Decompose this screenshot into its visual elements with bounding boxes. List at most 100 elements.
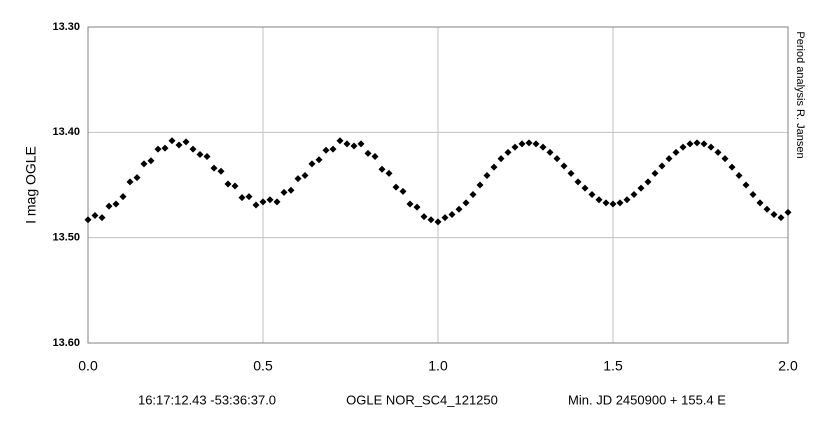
data-point: [203, 153, 211, 161]
data-point: [301, 172, 309, 180]
data-point: [357, 140, 365, 148]
data-point: [504, 148, 512, 156]
data-point: [378, 165, 386, 173]
data-point: [259, 198, 267, 206]
data-point: [168, 137, 176, 145]
plot-frame: [87, 26, 789, 344]
footer-ephemeris: Min. JD 2450900 + 155.4 E: [568, 392, 726, 407]
data-point: [476, 181, 484, 189]
y-axis-label: I mag OGLE: [23, 146, 39, 224]
data-point: [700, 140, 708, 148]
data-point: [525, 139, 533, 147]
data-point: [770, 210, 778, 218]
data-point: [399, 187, 407, 195]
data-point: [630, 190, 638, 198]
data-point: [518, 140, 526, 148]
data-point: [672, 148, 680, 156]
data-point: [441, 214, 449, 222]
data-point: [693, 139, 701, 147]
data-point: [350, 142, 358, 150]
data-point: [784, 208, 792, 216]
data-point: [616, 199, 624, 207]
footer-coordinates: 16:17:12.43 -53:36:37.0: [138, 392, 276, 407]
data-point: [462, 199, 470, 207]
data-point: [448, 210, 456, 218]
data-point: [189, 145, 197, 153]
data-point: [210, 164, 218, 172]
data-point: [245, 193, 253, 201]
x-tick-label: 1.0: [428, 358, 448, 374]
data-point: [714, 148, 722, 156]
data-point: [742, 181, 750, 189]
data-point: [595, 196, 603, 204]
data-point: [721, 155, 729, 163]
data-point: [413, 203, 421, 211]
data-point: [546, 148, 554, 156]
y-tick-label: 13.40: [52, 126, 80, 138]
data-point: [126, 178, 134, 186]
y-tick-label: 13.60: [52, 337, 80, 349]
data-point: [434, 218, 442, 226]
data-point: [392, 183, 400, 191]
data-point: [322, 146, 330, 154]
data-point: [112, 200, 120, 208]
data-point: [532, 140, 540, 148]
data-point: [581, 184, 589, 192]
data-point: [455, 205, 463, 213]
data-point: [756, 199, 764, 207]
data-point: [182, 138, 190, 146]
data-point: [735, 172, 743, 180]
data-point: [427, 216, 435, 224]
x-tick-label: 2.0: [778, 358, 798, 374]
data-point: [217, 167, 225, 175]
data-point: [336, 137, 344, 145]
data-point: [511, 143, 519, 151]
data-point: [651, 169, 659, 177]
data-point: [287, 186, 295, 194]
data-point: [609, 200, 617, 208]
data-point: [308, 160, 316, 168]
data-point: [560, 162, 568, 170]
data-point: [707, 143, 715, 151]
data-point: [574, 178, 582, 186]
data-point: [238, 194, 246, 202]
y-tick-label: 13.50: [52, 232, 80, 244]
data-point: [105, 202, 113, 210]
data-point: [119, 193, 127, 201]
data-point: [91, 212, 99, 220]
data-point: [728, 163, 736, 171]
data-point: [175, 141, 183, 149]
annotation: Period analysis R. Jansen: [794, 31, 806, 158]
data-point: [406, 200, 414, 208]
x-tick-label: 0.0: [78, 358, 98, 374]
data-point: [147, 157, 155, 165]
data-point: [623, 196, 631, 204]
data-point: [294, 175, 302, 183]
data-point: [371, 153, 379, 161]
data-point: [686, 140, 694, 148]
data-point: [252, 201, 260, 209]
data-point: [483, 172, 491, 180]
data-point: [497, 155, 505, 163]
data-point: [273, 198, 281, 206]
data-point: [280, 188, 288, 196]
data-point: [196, 150, 204, 158]
data-point: [420, 213, 428, 221]
data-point: [763, 205, 771, 213]
data-point: [133, 174, 141, 182]
data-point: [315, 156, 323, 164]
data-point: [658, 162, 666, 170]
data-point: [343, 140, 351, 148]
data-point: [140, 160, 148, 168]
data-point: [588, 190, 596, 198]
data-point: [679, 143, 687, 151]
data-point: [266, 196, 274, 204]
data-point: [154, 145, 162, 153]
data-point: [329, 145, 337, 153]
data-point: [161, 144, 169, 152]
data-point: [84, 216, 92, 224]
data-point: [665, 155, 673, 163]
data-point: [231, 182, 239, 190]
x-tick-label: 0.5: [253, 358, 273, 374]
